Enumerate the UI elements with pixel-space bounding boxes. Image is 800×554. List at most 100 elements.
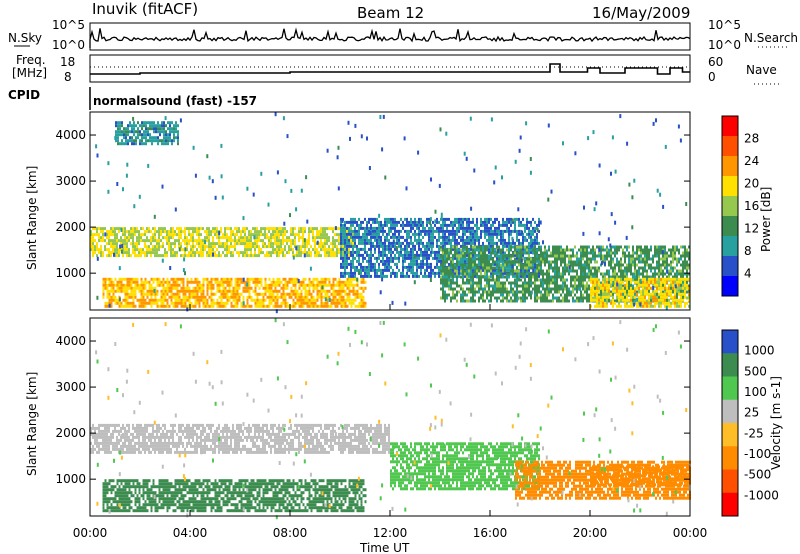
heatmap-cell-r2 xyxy=(480,232,482,236)
heatmap-cell-r1 xyxy=(136,239,138,243)
heatmap-cell-r1 xyxy=(92,239,94,243)
heatmap-cell-r3 xyxy=(630,269,632,273)
heatmap-cell-r1 xyxy=(146,245,148,249)
heatmap-cell-r2 xyxy=(452,247,454,251)
heatmap-cell-r1 xyxy=(212,227,214,231)
heatmap-cell-r0 xyxy=(284,280,287,284)
heatmap-cell-r2 xyxy=(412,259,414,263)
heatmap-cell-r3 xyxy=(558,296,560,300)
heatmap-cell-r1 xyxy=(314,251,316,255)
heatmap-cell-r0 xyxy=(290,280,293,284)
heatmap-cell-r2 xyxy=(376,268,378,272)
heatmap-cell-r2 xyxy=(350,268,352,272)
heatmap-cell-r1 xyxy=(166,239,168,243)
heatmap-cell-r2 xyxy=(392,217,394,221)
heatmap-cell-r2 xyxy=(476,253,478,257)
heatmap-cell-r3 xyxy=(572,248,574,252)
heatmap-cell-r0 xyxy=(314,283,317,287)
heatmap-cell-r1 xyxy=(138,230,140,234)
heatmap-cell-r2 xyxy=(416,271,418,275)
heatmap-cell-r1 xyxy=(138,242,140,246)
heatmap-cell-r3 xyxy=(586,299,588,303)
heatmap-cell-r3 xyxy=(464,269,466,273)
heatmap-cell-r2 xyxy=(458,229,460,233)
heatmap-cell-r1 xyxy=(110,233,112,237)
heatmap-cell-r3 xyxy=(474,290,476,294)
heatmap-cell-r0 xyxy=(224,280,227,284)
heatmap-cell-r1 xyxy=(264,230,266,234)
heatmap-cell-r2 xyxy=(480,220,482,224)
heatmap-cell-r2 xyxy=(380,220,382,224)
heatmap-cell-r2 xyxy=(368,229,370,233)
heatmap-cell-r0 xyxy=(222,304,225,308)
heatmap-cell-r3 xyxy=(594,257,596,261)
heatmap-cell-r0 xyxy=(324,289,327,293)
heatmap-cell-r3 xyxy=(440,266,442,270)
heatmap-cell-r3 xyxy=(556,287,558,291)
heatmap-cell-r1 xyxy=(336,227,338,231)
heatmap-cell-r3 xyxy=(472,248,474,252)
heatmap-cell-r2 xyxy=(388,250,390,254)
heatmap-cell-r1 xyxy=(224,254,226,258)
heatmap-cell-r2 xyxy=(410,250,412,254)
heatmap-cell-r3 xyxy=(616,299,618,303)
heatmap-cell-r1 xyxy=(310,245,312,249)
heatmap-cell-r1 xyxy=(234,236,236,240)
heatmap-cell-r3 xyxy=(538,296,540,300)
heatmap-cell-r2 xyxy=(476,220,478,224)
heatmap-cell-r2 xyxy=(422,220,424,224)
heatmap-cell-r2 xyxy=(368,226,370,230)
heatmap-cell-r1 xyxy=(320,248,322,252)
heatmap-cell-r2 xyxy=(466,226,468,230)
heatmap-cell-r3 xyxy=(468,266,470,270)
heatmap-cell-r0 xyxy=(270,298,273,302)
heatmap-cell-r2 xyxy=(466,235,468,239)
heatmap-cell-r2 xyxy=(496,256,498,260)
heatmap-cell-r0 xyxy=(342,295,345,299)
heatmap-cell-r0 xyxy=(108,301,111,305)
heatmap-cell-r2 xyxy=(442,223,444,227)
heatmap-cell-r0 xyxy=(102,295,105,299)
heatmap-cell-r1 xyxy=(236,227,238,231)
heatmap-cell-r0 xyxy=(130,286,133,290)
heatmap-cell-r3 xyxy=(510,296,512,300)
heatmap-cell-r2 xyxy=(420,250,422,254)
heatmap-cell-r3 xyxy=(460,254,462,258)
heatmap-cell-r2 xyxy=(482,223,484,227)
heatmap-cell-r2 xyxy=(396,220,398,224)
heatmap-cell-r3 xyxy=(526,284,528,288)
heatmap-cell-r2 xyxy=(358,232,360,236)
heatmap-cell-r1 xyxy=(124,248,126,252)
freq-trace xyxy=(90,63,690,75)
heatmap-cell-r1 xyxy=(126,248,128,252)
heatmap-cell-r1 xyxy=(272,248,274,252)
heatmap-cell-r2 xyxy=(538,223,540,227)
heatmap-cell-r1 xyxy=(272,233,274,237)
heatmap-cell-r0 xyxy=(162,301,165,305)
heatmap-cell-r3 xyxy=(626,272,628,276)
heatmap-cell-r0 xyxy=(342,298,345,302)
heatmap-cell-r3 xyxy=(440,278,442,282)
heatmap-cell-r1 xyxy=(236,251,238,255)
heatmap-cell-r0 xyxy=(308,304,311,308)
heatmap-cell-r2 xyxy=(528,220,530,224)
heatmap-cell-r3 xyxy=(614,278,616,282)
heatmap-cell-r2 xyxy=(382,262,384,266)
heatmap-cell-r2 xyxy=(384,241,386,245)
heatmap-cell-r1 xyxy=(258,239,260,243)
heatmap-cell-r1 xyxy=(166,236,168,240)
heatmap-cell-r1 xyxy=(274,239,276,243)
heatmap-cell-r3 xyxy=(496,275,498,279)
heatmap-cell-r2 xyxy=(508,244,510,248)
heatmap-cell-r1 xyxy=(244,239,246,243)
heatmap-cell-r1 xyxy=(192,236,194,240)
heatmap-cell-r3 xyxy=(472,287,474,291)
heatmap-cell-r1 xyxy=(280,251,282,255)
heatmap-cell-r1 xyxy=(286,236,288,240)
heatmap-cell-r0 xyxy=(222,277,225,281)
heatmap-cell-r2 xyxy=(340,253,342,257)
heatmap-cell-r0 xyxy=(238,298,241,302)
heatmap-cell-r3 xyxy=(512,272,514,276)
heatmap-cell-r1 xyxy=(338,227,340,231)
